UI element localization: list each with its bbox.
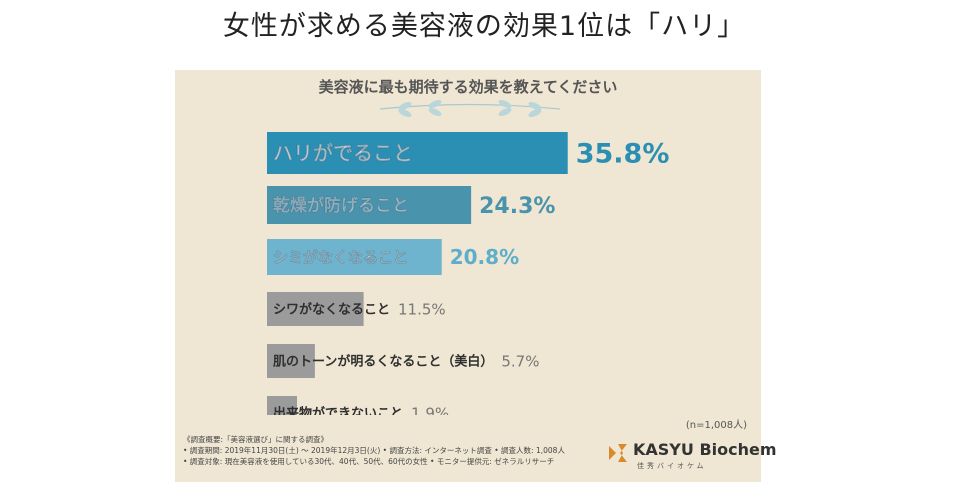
footnote-line: • 調査対象: 現在美容液を使用している30代、40代、50代、60代の女性 •… bbox=[183, 457, 555, 466]
category-label: 肌のトーンが明るくなること（美白） bbox=[273, 354, 493, 370]
leaf-decoration-icon bbox=[379, 99, 561, 118]
footnote-line: 《調査概要:「美容液選び」に関する調査》 bbox=[183, 435, 329, 444]
value-label: 1.9% bbox=[411, 404, 449, 415]
value-label: 35.8% bbox=[576, 139, 670, 170]
value-label: 20.8% bbox=[450, 245, 519, 269]
value-label: 5.7% bbox=[501, 352, 539, 370]
category-label: 乾燥が防げること bbox=[273, 195, 409, 216]
bar bbox=[267, 186, 472, 224]
page-title: 女性が求める美容液の効果1位は「ハリ」 bbox=[222, 11, 746, 42]
brand-subname: 佳秀バイオケム bbox=[637, 462, 707, 470]
bar bbox=[267, 292, 364, 326]
bar bbox=[267, 132, 568, 174]
brand-name: KASYU Biochem bbox=[633, 440, 777, 459]
survey-footnote: 《調査概要:「美容液選び」に関する調査》 • 調査期間: 2019年11月30日… bbox=[183, 434, 603, 467]
sample-size-note: (n=1,008人) bbox=[685, 420, 747, 431]
bar bbox=[267, 396, 297, 415]
category-label: シミがなくなること bbox=[273, 248, 408, 266]
bar bbox=[267, 344, 315, 378]
brand-mark-icon bbox=[609, 444, 627, 462]
category-label: ハリがでること bbox=[273, 141, 413, 165]
footnote-line: • 調査期間: 2019年11月30日(土) ～ 2019年12月3日(火) •… bbox=[183, 446, 565, 455]
bar bbox=[267, 239, 442, 275]
value-label: 11.5% bbox=[398, 300, 446, 318]
bar-chart: ハリがでること 35.8% 乾燥が防げること 24.3% シミがなくなること 20.8% シ… bbox=[267, 132, 670, 415]
value-label: 24.3% bbox=[479, 194, 555, 219]
brand-logo: KASYU Biochem 佳秀バイオケム bbox=[607, 440, 777, 474]
chart-title: 美容液に最も期待する効果を教えてください bbox=[318, 78, 618, 96]
chart-card: 美容液に最も期待する効果を教えてください ハリがでること 35.8% 乾燥が防げるこ… bbox=[175, 70, 777, 482]
category-label: シワがなくなること bbox=[273, 302, 390, 318]
category-label: 出来物ができないこと bbox=[273, 406, 403, 415]
